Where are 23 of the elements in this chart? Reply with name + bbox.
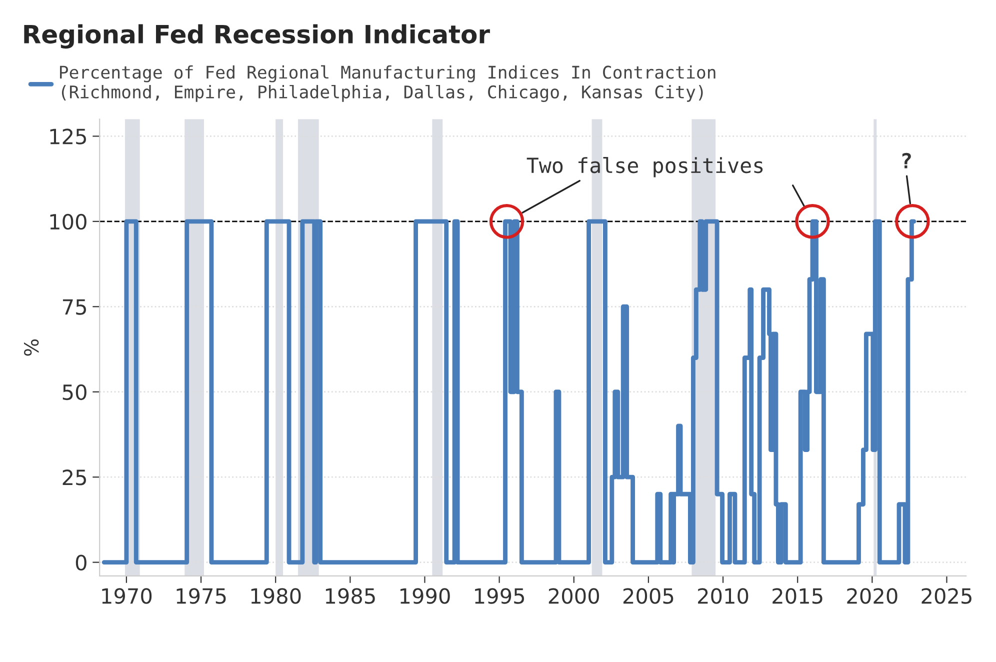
- y-tick-label: 125: [50, 128, 86, 144]
- chart-title: Regional Fed Recession Indicator: [24, 24, 490, 49]
- y-axis-title: %: [24, 339, 39, 356]
- x-tick-label: 2005: [623, 588, 674, 604]
- x-tick-label: 1995: [475, 588, 524, 604]
- x-tick-label: 2020: [847, 588, 898, 604]
- y-tick-label: 100: [50, 214, 86, 230]
- x-tick-label: 1980: [251, 588, 301, 604]
- x-tick-label: 1990: [400, 588, 450, 604]
- x-tick-label: 1970: [102, 588, 152, 604]
- x-tick-label: 2015: [772, 588, 822, 604]
- legend-label: Percentage of Fed Regional Manufacturing Indices In Contraction (Richmond, Empire, Philadelphia, Dallas, Chicago, Kansas City): [60, 65, 716, 102]
- x-tick-label: 2010: [698, 588, 748, 604]
- x-tick-label: 2000: [548, 588, 599, 604]
- y-tick-label: 75: [62, 299, 86, 315]
- annotation: Two false positives: [526, 156, 763, 178]
- y-tick-label: 25: [62, 470, 86, 486]
- x-tick-label: 1975: [176, 588, 226, 604]
- annotation: ?: [902, 152, 911, 168]
- x-tick-label: 2025: [922, 588, 972, 604]
- x-tick-label: 1985: [326, 588, 375, 604]
- y-tick-label: 0: [76, 554, 86, 571]
- y-tick-label: 50: [62, 384, 86, 400]
